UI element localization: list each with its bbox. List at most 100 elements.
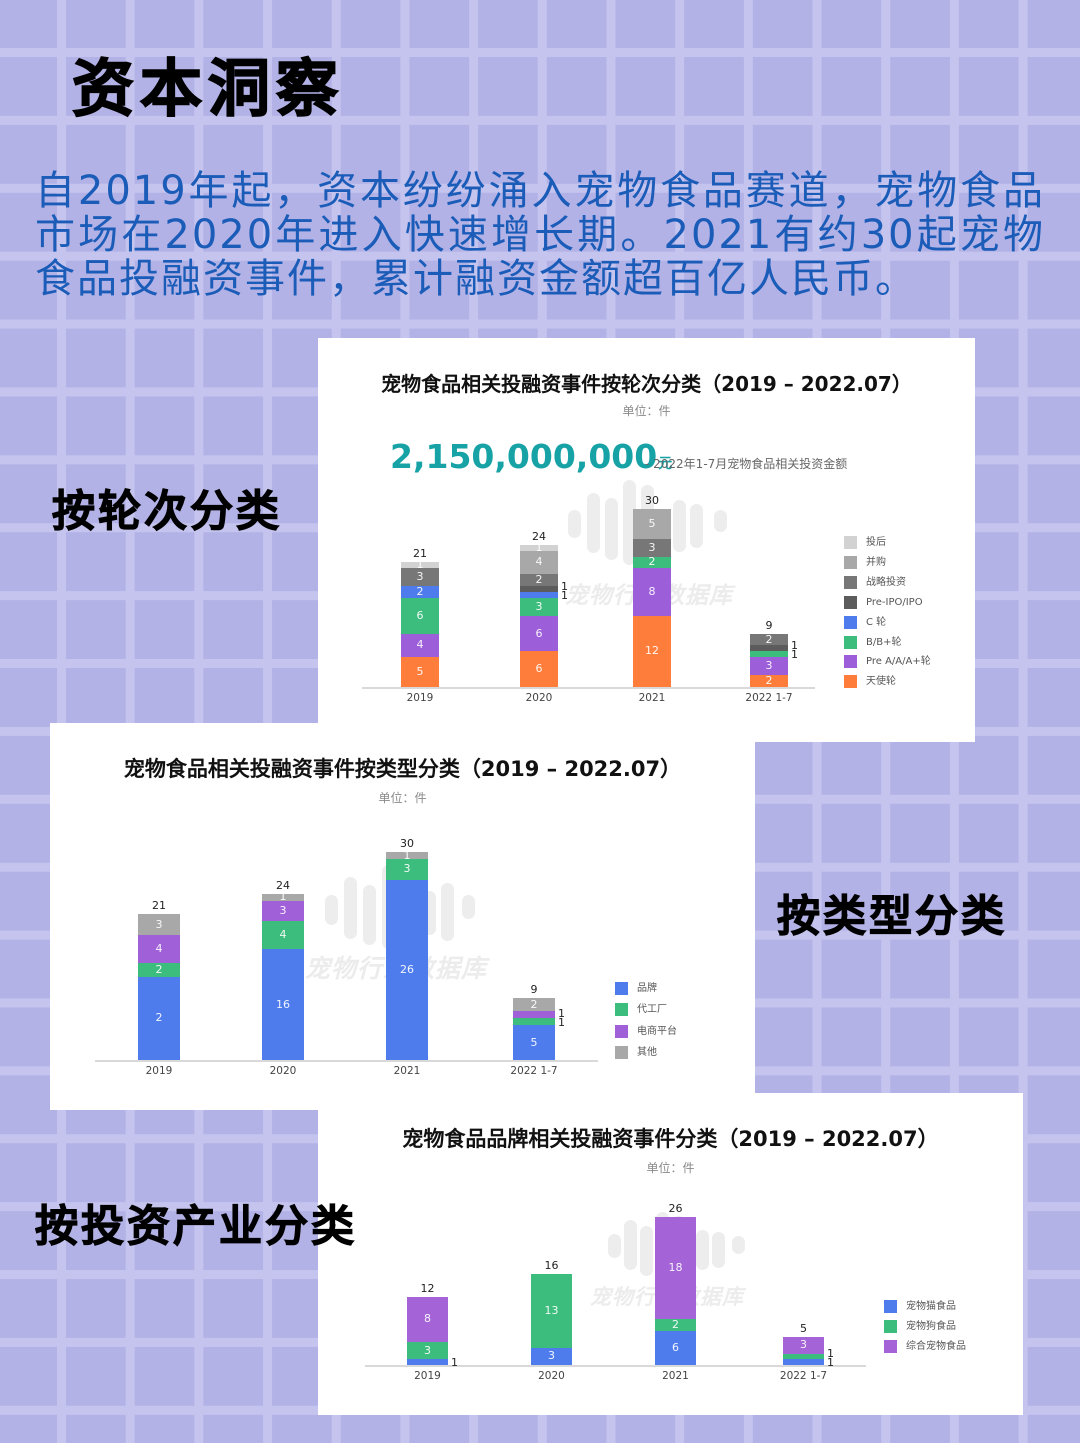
investment-amount: 2,150,000,000元 <box>390 437 672 484</box>
bar-segment: 2 <box>401 586 439 599</box>
legend-swatch-icon <box>615 1003 628 1017</box>
chart-card-by-type: 宠物行业数据库 宠物食品相关投融资事件按类型分类（2019 – 2022.07）… <box>50 723 755 1110</box>
bar-segment: 16 <box>262 949 304 1060</box>
bar-segment: 13 <box>531 1273 572 1348</box>
legend-swatch-icon <box>844 555 857 569</box>
bar-segment <box>750 645 788 652</box>
bar-segment: 2 <box>513 997 555 1012</box>
bar-segment: 3 <box>407 1342 448 1360</box>
chart-card-by-round: 宠物行业数据库 宠物食品相关投融资事件按轮次分类（2019 – 2022.07）… <box>318 338 975 742</box>
x-axis-tick-label: 2020 <box>525 692 553 704</box>
bar-segment: 3 <box>520 598 558 616</box>
segment-value-label: 4 <box>416 638 424 652</box>
bar-total-label: 30 <box>400 837 414 851</box>
page-title: 资本洞察 <box>71 51 345 126</box>
bar-total-label: 30 <box>645 494 659 508</box>
side-label-by-round: 按轮次分类 <box>52 487 282 538</box>
stacked-bar-chart: 5 4 6 2 3 1 21 2019 6 6 3 1 1 2 4 1 24 2020 12 8 2 3 5 30 2021 2 3… <box>318 338 975 742</box>
legend-label: Pre-IPO/IPO <box>866 596 923 608</box>
segment-value-label: 2 <box>535 573 543 587</box>
bar-segment: 1 <box>401 559 439 571</box>
legend-label: 综合宠物食品 <box>906 1341 966 1352</box>
segment-value-label: 8 <box>648 585 656 599</box>
legend-swatch-icon <box>615 1024 628 1038</box>
legend-swatch-icon <box>844 536 857 549</box>
bar-segment: 8 <box>407 1296 448 1343</box>
segment-value-label: 1 <box>279 890 287 904</box>
bar-total-label: 12 <box>420 1281 435 1295</box>
legend-label: 宠物猫食品 <box>906 1301 956 1312</box>
legend-swatch-icon <box>884 1340 897 1353</box>
segment-value-label: 5 <box>530 1035 538 1049</box>
segment-value-label: 1 <box>558 1015 565 1029</box>
bar-total-label: 5 <box>800 1321 807 1335</box>
bar-segment: 6 <box>655 1330 696 1365</box>
bar-segment: 26 <box>386 879 428 1060</box>
x-axis-line <box>365 1365 866 1367</box>
x-axis-tick-label: 2022 1-7 <box>745 692 793 704</box>
segment-value-label: 5 <box>648 516 656 530</box>
segment-value-label: 3 <box>548 1349 555 1363</box>
bar-segment: 3 <box>633 538 671 557</box>
x-axis-tick-label: 2022 1-7 <box>510 1065 558 1077</box>
x-axis-tick-label: 2020 <box>269 1065 297 1077</box>
stacked-bar-chart: 1 3 8 12 2019 3 13 16 2020 6 2 18 26 2021 1 1 3 5 2022 1-7 <box>318 1093 1023 1415</box>
segment-value-label: 3 <box>765 659 773 673</box>
bar-segment: 4 <box>262 921 304 950</box>
chart-title: 宠物食品相关投融资事件按类型分类（2019 – 2022.07） <box>123 757 682 781</box>
segment-value-label: 4 <box>155 942 163 956</box>
segment-value-label: 13 <box>544 1303 559 1317</box>
segment-value-label: 16 <box>276 997 290 1011</box>
legend-label: B/B+轮 <box>866 636 902 648</box>
segment-value-label: 4 <box>535 555 543 569</box>
intro-paragraph: 自2019年起，资本纷纷涌入宠物食品赛道，宠物食品 市场在2020年进入快速增长… <box>35 169 1045 301</box>
bar-segment: 6 <box>520 651 558 687</box>
intro-line-2: 市场在2020年进入快速增长期。2021有约30起宠物 <box>35 212 1045 258</box>
segment-value-label: 2 <box>155 1011 163 1025</box>
segment-value-label: 18 <box>668 1261 683 1275</box>
bar-segment <box>513 1011 555 1019</box>
bar-total-label: 26 <box>668 1201 683 1215</box>
x-axis-tick-label: 2021 <box>662 1370 689 1382</box>
bar-segment: 2 <box>520 573 558 587</box>
bar-segment: 8 <box>633 568 671 616</box>
x-axis-line <box>362 687 815 689</box>
legend-label: 天使轮 <box>866 676 896 688</box>
bar-total-label: 21 <box>413 547 427 561</box>
bar-segment: 6 <box>401 598 439 634</box>
legend-label: 代工厂 <box>637 1004 667 1016</box>
bar-segment <box>513 1018 555 1026</box>
bar-segment: 5 <box>401 657 439 687</box>
segment-value-label: 3 <box>403 862 411 876</box>
legend-label: 其他 <box>637 1046 657 1058</box>
legend-swatch-icon <box>844 615 857 629</box>
segment-value-label: 1 <box>561 589 568 603</box>
segment-value-label: 3 <box>648 540 656 554</box>
legend-swatch-icon <box>615 982 628 995</box>
legend-label: 投后 <box>866 537 886 548</box>
bar-segment: 12 <box>633 615 671 687</box>
segment-value-label: 6 <box>672 1340 679 1354</box>
intro-line-3: 食品投融资事件，累计融资金额超百亿人民币。 <box>35 256 917 302</box>
segment-value-label: 12 <box>645 644 659 658</box>
x-axis-tick-label: 2022 1-7 <box>779 1370 828 1382</box>
bar-segment: 6 <box>520 615 558 652</box>
segment-value-label: 1 <box>451 1356 458 1370</box>
x-axis-tick-label: 2019 <box>414 1370 441 1382</box>
legend-label: 宠物狗食品 <box>906 1321 956 1332</box>
bar-segment: 2 <box>655 1319 696 1331</box>
segment-value-label: 3 <box>535 599 543 613</box>
chart-title: 宠物食品相关投融资事件按轮次分类（2019 – 2022.07） <box>381 372 912 396</box>
segment-value-label: 1 <box>535 540 543 554</box>
legend-swatch-icon <box>844 595 857 609</box>
segment-value-label: 5 <box>416 665 424 679</box>
bar-total-label: 24 <box>276 878 290 892</box>
bar-segment: 3 <box>531 1347 572 1365</box>
bar-segment: 2 <box>138 976 180 1060</box>
side-label-by-type: 按类型分类 <box>777 892 1007 943</box>
chart-card-by-industry: 宠物行业数据库 宠物食品品牌相关投融资事件分类（2019 – 2022.07） … <box>318 1093 1023 1415</box>
bar-segment: 3 <box>138 914 180 936</box>
bar-total-label: 21 <box>152 899 166 913</box>
chart-unit: 单位：件 <box>622 404 671 418</box>
segment-value-label: 3 <box>800 1338 807 1352</box>
